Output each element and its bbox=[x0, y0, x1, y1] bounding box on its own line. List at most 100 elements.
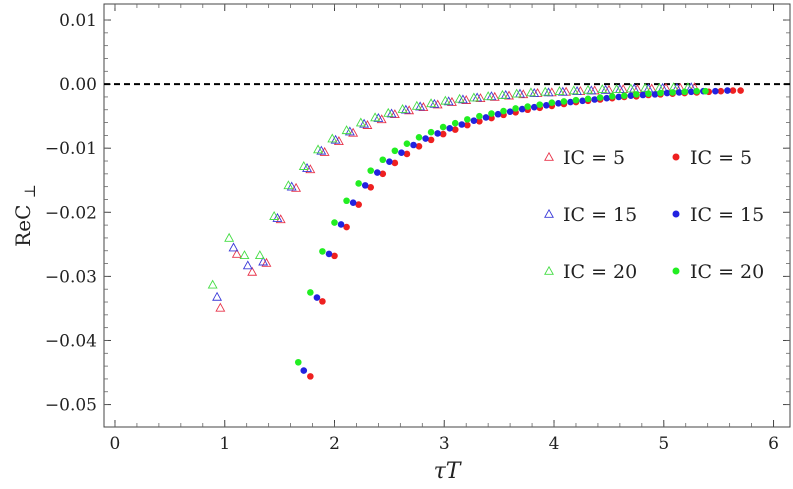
data-point bbox=[432, 99, 443, 109]
x-tick-label: 0 bbox=[110, 434, 121, 454]
data-point bbox=[548, 99, 556, 106]
data-point bbox=[319, 248, 326, 255]
legend-label: IC = 15 bbox=[563, 204, 637, 226]
data-point bbox=[212, 291, 223, 301]
data-point bbox=[355, 117, 366, 127]
y-tick-label: −0.01 bbox=[45, 139, 97, 159]
data-point bbox=[439, 130, 447, 138]
data-point bbox=[391, 147, 399, 155]
data-point bbox=[261, 257, 272, 267]
data-point bbox=[446, 125, 454, 132]
data-point bbox=[693, 87, 701, 95]
data-point bbox=[511, 88, 522, 98]
data-point bbox=[422, 135, 429, 142]
legend-marker bbox=[672, 267, 680, 275]
data-point bbox=[657, 89, 664, 97]
data-point bbox=[494, 110, 502, 118]
legend-marker bbox=[672, 210, 680, 218]
data-point bbox=[470, 117, 478, 124]
data-point bbox=[625, 83, 636, 93]
data-point bbox=[370, 112, 381, 122]
data-point bbox=[682, 82, 693, 92]
data-point bbox=[231, 248, 242, 258]
data-point bbox=[440, 95, 451, 105]
axis-ticks: 0 1 2 3 4 5 6 0.01 0.00 −0.01 −0.02 −0.03 −0.04 −0.05 bbox=[45, 4, 790, 454]
data-point bbox=[379, 170, 387, 178]
data-point bbox=[313, 294, 321, 301]
data-point bbox=[410, 141, 417, 149]
data-point bbox=[291, 182, 302, 192]
data-point bbox=[337, 221, 345, 228]
data-point bbox=[530, 103, 538, 111]
data-point bbox=[639, 91, 647, 99]
data-point bbox=[603, 94, 611, 102]
data-point bbox=[443, 96, 454, 106]
data-point bbox=[215, 302, 226, 312]
data-point bbox=[669, 89, 676, 96]
data-point bbox=[560, 98, 568, 105]
data-point bbox=[307, 373, 314, 380]
data-point bbox=[583, 84, 594, 94]
data-point bbox=[348, 127, 359, 137]
data-point bbox=[464, 116, 471, 123]
data-point bbox=[476, 112, 483, 120]
plot-frame bbox=[103, 3, 791, 428]
data-point bbox=[403, 140, 411, 148]
y-tick-label: −0.05 bbox=[45, 396, 97, 416]
data-point bbox=[600, 84, 611, 94]
data-point bbox=[228, 242, 239, 252]
data-point bbox=[330, 134, 341, 144]
data-point bbox=[543, 101, 550, 109]
data-point bbox=[554, 86, 565, 95]
legend: IC = 5 IC = 15 IC = 20 IC = 5 IC = 15 IC = 20 bbox=[544, 147, 764, 283]
data-point bbox=[687, 88, 695, 96]
data-point bbox=[258, 256, 269, 266]
data-point bbox=[389, 109, 400, 119]
data-point bbox=[454, 93, 465, 103]
data-point bbox=[403, 150, 411, 158]
data-point bbox=[737, 87, 744, 94]
data-point bbox=[712, 87, 719, 95]
data-point bbox=[640, 82, 651, 92]
data-point bbox=[506, 108, 514, 115]
legend-label: IC = 20 bbox=[690, 261, 764, 283]
data-point bbox=[374, 169, 381, 176]
data-point bbox=[411, 100, 422, 110]
data-point bbox=[497, 89, 508, 99]
data-point bbox=[597, 84, 608, 94]
data-point bbox=[415, 101, 426, 111]
legend-marker bbox=[672, 153, 680, 161]
data-point bbox=[518, 105, 526, 113]
series-filled-IC15 bbox=[300, 87, 731, 374]
data-point bbox=[645, 90, 652, 98]
data-point bbox=[457, 94, 468, 104]
x-tick-label: 4 bbox=[549, 434, 560, 454]
x-axis-label: τT bbox=[434, 459, 463, 484]
y-tick-label: −0.04 bbox=[45, 331, 97, 351]
data-point bbox=[426, 98, 437, 108]
y-tick-label: 0.00 bbox=[59, 75, 97, 95]
data-point bbox=[543, 87, 554, 97]
data-point bbox=[316, 145, 327, 155]
data-point bbox=[355, 180, 362, 187]
data-point bbox=[404, 105, 415, 115]
data-point bbox=[343, 223, 350, 231]
y-axis-label-main: ReC bbox=[11, 205, 35, 247]
data-point bbox=[319, 146, 330, 156]
data-point bbox=[373, 112, 384, 122]
data-point bbox=[729, 87, 737, 94]
data-point bbox=[307, 289, 314, 296]
x-tick-label: 5 bbox=[658, 434, 669, 454]
data-point bbox=[608, 92, 616, 100]
data-point bbox=[524, 103, 531, 110]
data-point bbox=[504, 90, 514, 100]
legend-marker bbox=[544, 208, 554, 218]
data-point bbox=[663, 89, 671, 97]
data-point bbox=[383, 107, 394, 117]
data-point bbox=[488, 110, 495, 117]
data-point bbox=[446, 96, 457, 106]
data-point bbox=[458, 121, 466, 128]
data-point bbox=[343, 197, 350, 205]
data-point bbox=[482, 114, 490, 121]
data-point bbox=[536, 101, 544, 108]
